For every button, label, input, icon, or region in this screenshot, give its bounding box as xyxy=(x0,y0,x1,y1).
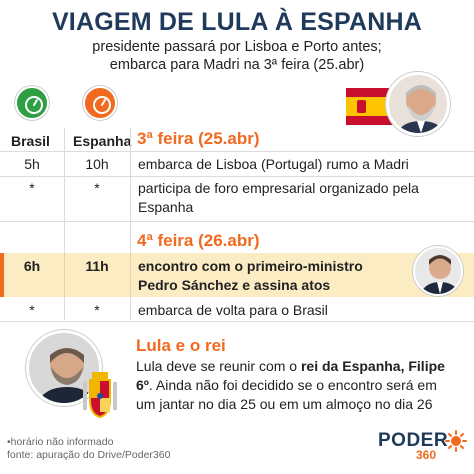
subtitle-line-1: presidente passará por Lisboa e Porto an… xyxy=(92,39,382,55)
row-divider xyxy=(0,176,474,177)
event-text: embarca de Lisboa (Portugal) rumo a Madr… xyxy=(138,156,409,172)
note-title: Lula e o rei xyxy=(136,336,226,355)
row-divider xyxy=(0,151,474,152)
note-line-2-bold: 6º xyxy=(136,377,149,393)
column-divider xyxy=(130,253,131,297)
time-espanha: 10h xyxy=(85,156,109,172)
event-text: encontro com o primeiro-ministro xyxy=(138,258,363,274)
row-divider xyxy=(0,321,474,322)
espanha-clock-icon xyxy=(83,86,117,120)
time-brasil: 6h xyxy=(23,258,41,274)
king-portrait xyxy=(26,330,102,406)
time-brasil: * xyxy=(29,302,35,318)
time-espanha: 11h xyxy=(85,258,109,274)
event-text: embarca de volta para o Brasil xyxy=(138,302,328,318)
poder360-logo: PODER 360 xyxy=(378,430,449,462)
note-line-1-bold: rei da Espanha, Filipe xyxy=(300,358,445,374)
column-header-espanha: Espanha xyxy=(73,133,132,149)
day-label-wednesday: 4ª feira (26.abr) xyxy=(137,231,260,250)
sanchez-portrait xyxy=(413,246,463,296)
note-line-2-text: . Ainda não foi decidido se o encontro s… xyxy=(148,377,437,393)
event-text-cont: Espanha xyxy=(138,199,194,215)
note-line-1-text: Lula deve se reunir com o xyxy=(136,358,301,374)
spain-coat-of-arms-icon xyxy=(80,370,120,420)
time-brasil: * xyxy=(29,180,35,196)
footnote: •horário não informado xyxy=(7,436,114,448)
note-line-1: Lula deve se reunir com o rei da Espanha… xyxy=(136,357,445,376)
logo-sun-icon xyxy=(445,430,467,452)
time-espanha: * xyxy=(94,302,100,318)
column-header-brasil: Brasil xyxy=(11,133,50,149)
brasil-clock-icon xyxy=(15,86,49,120)
time-espanha: * xyxy=(94,180,100,196)
note-line-3: um jantar no dia 25 ou em um almoço no d… xyxy=(136,396,433,412)
event-text-cont: Pedro Sánchez e assina atos xyxy=(138,277,331,293)
note-line-2: 6º. Ainda não foi decidido se o encontro… xyxy=(136,376,437,395)
column-divider xyxy=(64,128,65,320)
column-divider xyxy=(130,128,131,320)
logo-sub: 360 xyxy=(416,448,437,462)
event-text: participa de foro empresarial organizado… xyxy=(138,180,419,196)
day-label-tuesday: 3ª feira (25.abr) xyxy=(137,129,260,148)
subtitle-line-2: embarca para Madri na 3ª feira (25.abr) xyxy=(109,57,365,73)
highlight-accent xyxy=(0,253,4,297)
lula-portrait xyxy=(386,72,450,136)
source: fonte: apuração do Drive/Poder360 xyxy=(7,449,171,461)
logo-main: PODER xyxy=(378,430,449,451)
time-brasil: 5h xyxy=(24,156,40,172)
page-title: VIAGEM DE LULA À ESPANHA xyxy=(51,8,423,36)
column-divider xyxy=(64,253,65,297)
highlight-row xyxy=(0,253,474,297)
row-divider xyxy=(0,221,474,222)
